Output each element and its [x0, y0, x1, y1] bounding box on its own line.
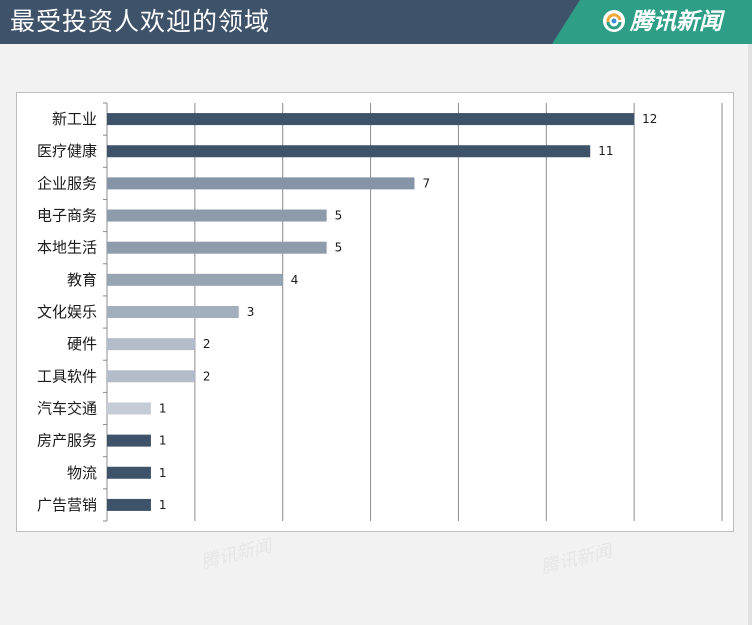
category-label: 广告营销 [37, 496, 97, 514]
tencent-news-logo-icon [603, 10, 625, 32]
category-label: 本地生活 [37, 239, 97, 257]
brand-banner [552, 0, 752, 44]
bar [107, 145, 591, 158]
category-label: 硬件 [67, 335, 97, 353]
bar [107, 241, 327, 254]
brand-name: 腾讯新闻 [630, 9, 722, 35]
bar [107, 466, 151, 479]
bar [107, 498, 151, 511]
value-label: 2 [203, 369, 211, 383]
chart-frame: 新工业 12 医疗健康 11 企业服务 7 电子商务 5 本地生活 5 教育 4 文化娱乐 3 硬件 2 工具软… [16, 92, 734, 532]
category-label: 电子商务 [37, 207, 97, 225]
bar [107, 177, 415, 190]
category-label: 物流 [67, 464, 97, 482]
page-title: 最受投资人欢迎的领域 [10, 7, 271, 36]
bar [107, 402, 151, 415]
watermark: 腾讯新闻 [198, 535, 274, 574]
value-label: 1 [159, 401, 167, 415]
category-label: 教育 [67, 271, 97, 289]
bar [107, 113, 635, 126]
value-label: 1 [159, 466, 167, 480]
value-label: 1 [159, 498, 167, 512]
bar [107, 306, 239, 318]
category-label: 汽车交通 [37, 399, 97, 417]
edge-strip [748, 44, 752, 625]
bar [107, 209, 327, 222]
value-label: 7 [423, 176, 431, 190]
category-label: 新工业 [52, 110, 97, 128]
category-label: 医疗健康 [37, 142, 97, 160]
category-label: 工具软件 [37, 367, 97, 385]
category-label: 房产服务 [37, 432, 97, 450]
bar [107, 338, 195, 351]
watermark: 腾讯新闻 [538, 540, 614, 579]
value-label: 2 [203, 337, 211, 351]
bar [107, 434, 151, 447]
value-label: 5 [335, 209, 343, 223]
bar [107, 370, 195, 383]
value-label: 12 [642, 112, 657, 126]
value-label: 3 [247, 305, 255, 319]
header-bar: 最受投资人欢迎的领域 腾讯新闻 [0, 0, 752, 44]
category-label: 企业服务 [37, 174, 97, 192]
bar [107, 273, 283, 286]
value-label: 5 [335, 241, 343, 255]
category-label: 文化娱乐 [37, 303, 97, 321]
value-label: 11 [598, 144, 613, 158]
value-label: 4 [291, 273, 299, 287]
value-label: 1 [159, 434, 167, 448]
